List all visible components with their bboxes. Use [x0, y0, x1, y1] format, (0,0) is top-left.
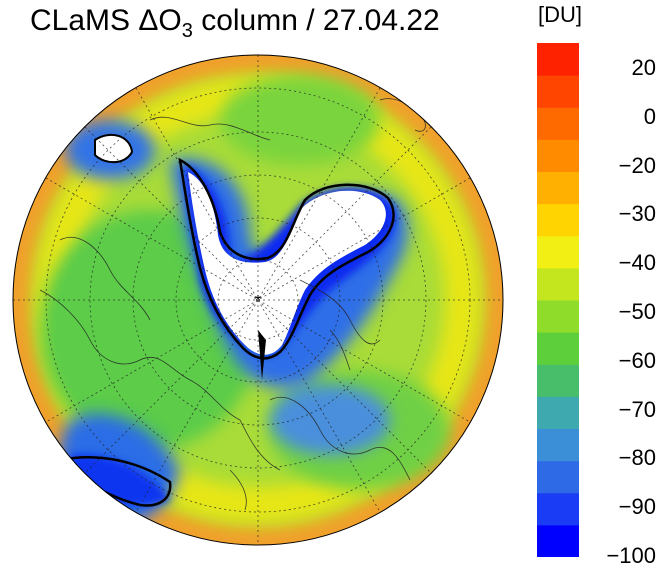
ozone-hole-region	[188, 172, 386, 355]
graticule	[13, 55, 503, 545]
colorbar-swatch	[537, 75, 579, 108]
colorbar-tick-label: −30	[618, 201, 656, 227]
colorbar-tick-label: −70	[618, 396, 656, 422]
colorbar-swatch	[537, 203, 579, 237]
colorbar-unit: [DU]	[538, 2, 582, 27]
colorbar-swatch	[537, 235, 579, 269]
colorbar	[537, 43, 579, 557]
colorbar-swatch	[537, 267, 579, 301]
colorbar-swatch	[537, 332, 579, 365]
colorbar-swatch	[537, 396, 579, 429]
colorbar-tick-label: −60	[618, 347, 656, 373]
map-border	[12, 54, 504, 546]
colorbar-swatch	[537, 428, 579, 462]
colorbar-tick-label: −100	[606, 543, 656, 568]
ozone-hole-notch	[258, 330, 266, 380]
colorbar-tick-label: 0	[643, 103, 656, 129]
colorbar-tick-label: −20	[618, 152, 656, 178]
colorbar-tick-label: −80	[618, 445, 656, 471]
colorbar-swatch	[537, 492, 579, 526]
colorbar-swatch	[537, 364, 579, 397]
ozone-hole-small	[94, 133, 134, 164]
colorbar-swatch	[537, 139, 579, 172]
colorbar-swatch	[537, 171, 579, 205]
colorbar-swatch	[537, 460, 579, 494]
colorbar-swatch	[537, 524, 579, 557]
colorbar-swatch	[537, 107, 579, 140]
colorbar-swatch	[537, 43, 579, 76]
map-title: CLaMS ΔO3 column / 27.04.22	[30, 4, 440, 42]
colorbar-tick-label: 20	[631, 55, 656, 80]
colorbar-tick-label: −40	[618, 250, 656, 276]
north-pole-marker: *	[255, 293, 261, 310]
colorbar-tick-label: −90	[618, 494, 656, 520]
ozone-hole-contour	[178, 157, 395, 360]
colorbar-swatch	[537, 300, 579, 333]
colorbar-tick-label: −50	[618, 299, 656, 324]
